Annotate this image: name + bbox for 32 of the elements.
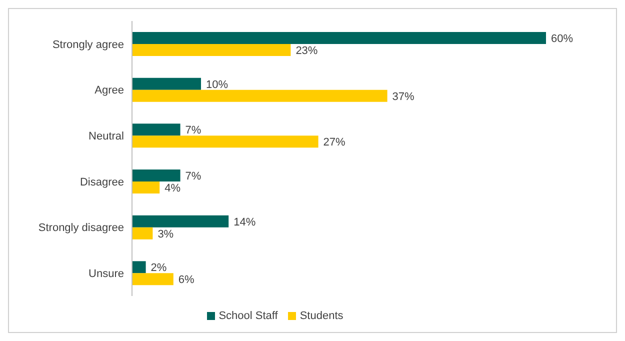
bar	[132, 170, 180, 182]
data-label: 14%	[234, 216, 256, 228]
legend-label: Students	[300, 310, 344, 322]
data-label: 27%	[323, 136, 346, 149]
data-label: 2%	[150, 262, 167, 274]
bar	[132, 227, 153, 240]
bar	[132, 124, 180, 136]
bar	[132, 78, 201, 90]
y-tick-label: Unsure	[88, 268, 124, 280]
data-label: 7%	[185, 170, 202, 182]
data-label: 7%	[185, 124, 202, 137]
data-label: 10%	[206, 78, 228, 91]
bar	[132, 32, 546, 44]
bar	[132, 215, 229, 228]
data-label: 37%	[392, 90, 415, 103]
y-tick-label: Strongly agree	[52, 38, 124, 51]
data-label: 3%	[158, 228, 174, 240]
y-tick-label: Agree	[94, 84, 124, 97]
bar	[132, 136, 318, 148]
data-label: 60%	[551, 33, 574, 45]
data-label: 23%	[296, 45, 318, 57]
bar	[132, 273, 174, 286]
bar	[132, 182, 160, 194]
y-tick-label: Neutral	[88, 130, 124, 142]
bar	[132, 90, 388, 102]
y-tick-label: Strongly disagree	[38, 222, 124, 234]
legend-label: School Staff	[218, 310, 278, 322]
y-tick-label: Disagree	[80, 176, 124, 188]
data-label: 6%	[178, 274, 195, 286]
bar	[132, 261, 146, 274]
data-label: 4%	[164, 182, 181, 194]
bar	[132, 44, 291, 56]
